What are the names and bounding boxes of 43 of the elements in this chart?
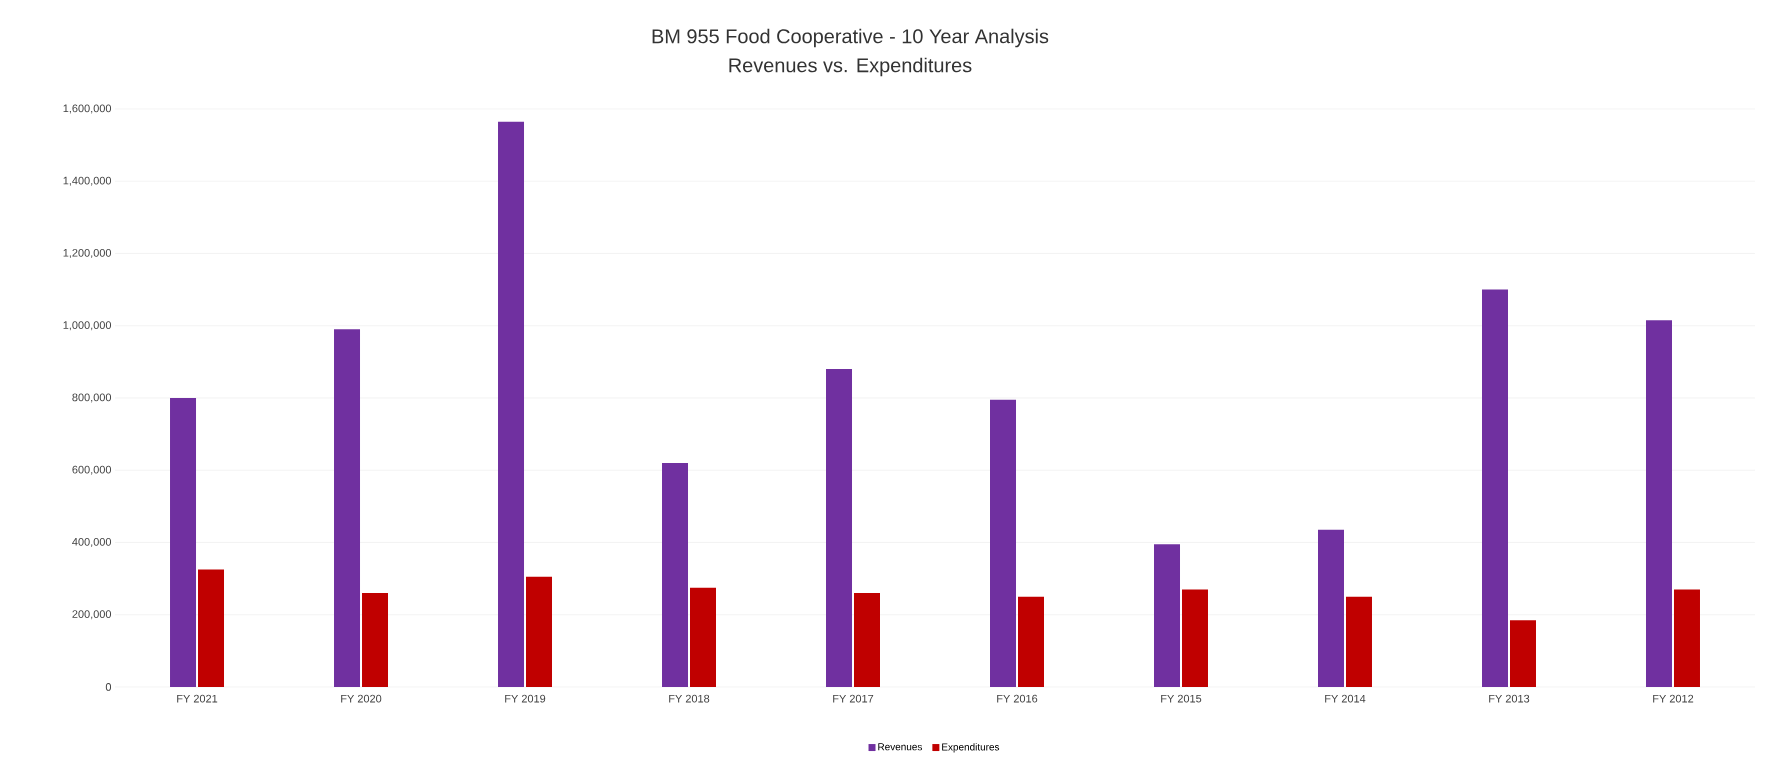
bar	[854, 593, 880, 687]
x-tick-label: FY 2019	[505, 694, 546, 703]
bar	[334, 329, 361, 687]
y-tick-label: 1,600,000	[63, 104, 112, 114]
bar	[1018, 596, 1044, 687]
x-tick-label: FY 2014	[1325, 694, 1366, 703]
y-tick-label: 0	[105, 683, 112, 691]
y-tick-label: 1,000,000	[63, 321, 112, 331]
y-tick-label: 600,000	[72, 465, 112, 475]
bar	[1673, 589, 1700, 687]
bar	[990, 399, 1017, 687]
bar	[1346, 596, 1372, 687]
x-tick-label: FY 2015	[1161, 694, 1202, 703]
x-tick-label: FY 2012	[1653, 694, 1694, 703]
legend-label: Expenditures	[942, 743, 1000, 753]
y-tick-label: 400,000	[72, 537, 112, 548]
x-tick-label: FY 2017	[833, 694, 874, 703]
bar	[690, 587, 716, 687]
bar	[526, 576, 552, 687]
x-tick-label: FY 2021	[177, 694, 218, 703]
bar	[198, 569, 225, 687]
bar	[498, 121, 525, 687]
x-tick-label: FY 2013	[1489, 694, 1530, 703]
legend-label: Revenues	[878, 743, 922, 751]
x-tick-label: FY 2020	[341, 694, 382, 703]
chart-subtitle: Revenues vs. Expenditures	[729, 57, 972, 77]
y-tick-label: 1,200,000	[63, 248, 112, 259]
y-tick-label: 200,000	[72, 610, 112, 620]
bar	[662, 463, 689, 687]
bar	[170, 397, 197, 687]
bar	[1509, 620, 1536, 687]
bar	[362, 593, 389, 687]
y-tick-label: 800,000	[72, 393, 112, 403]
bar	[1318, 529, 1344, 687]
x-tick-label: FY 2018	[669, 694, 710, 703]
bar	[1482, 289, 1508, 687]
chart-title: BM 955 Food Cooperative - 10 Year Analysis	[652, 28, 1049, 48]
bar	[1182, 589, 1208, 687]
bar	[1646, 320, 1672, 687]
bar	[1154, 544, 1180, 687]
x-tick-label: FY 2016	[997, 694, 1038, 703]
y-tick-label: 1,400,000	[63, 176, 112, 186]
bar	[826, 369, 853, 687]
